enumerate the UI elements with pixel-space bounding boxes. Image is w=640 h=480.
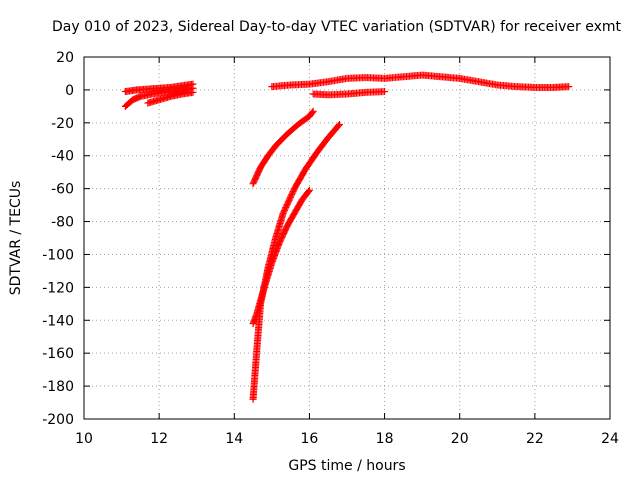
x-tick-label: 22: [526, 431, 544, 447]
y-tick-label: 0: [65, 83, 74, 99]
x-tick-label: 20: [451, 431, 469, 447]
y-tick-label: -200: [42, 412, 74, 428]
x-tick-label: 12: [150, 431, 168, 447]
y-tick-label: -60: [51, 182, 74, 198]
data-point: [309, 107, 317, 115]
series-arc-3: [144, 88, 197, 107]
series-arc-4: [249, 107, 317, 188]
x-tick-label: 14: [225, 431, 243, 447]
data-point: [565, 83, 573, 91]
y-tick-label: -120: [42, 280, 74, 296]
x-tick-label: 24: [601, 431, 619, 447]
y-tick-label: -160: [42, 346, 74, 362]
y-tick-label: -80: [51, 215, 74, 231]
data-point: [335, 120, 343, 128]
y-axis-label: SDTVAR / TECUs: [8, 181, 24, 296]
y-tick-label: -180: [42, 379, 74, 395]
grid-lines: [84, 57, 610, 419]
series-arc-8: [309, 88, 389, 99]
data-point: [305, 186, 313, 194]
x-tick-label: 18: [376, 431, 394, 447]
data-point: [308, 109, 316, 117]
y-tick-label: -40: [51, 149, 74, 165]
data-point: [381, 88, 389, 96]
chart-title: Day 010 of 2023, Sidereal Day-to-day VTE…: [52, 19, 622, 35]
plot-frame: [83, 56, 611, 420]
axis-ticks: 10 12 14 16 18 20 22 24 20 0 -20 -40 -60 -80 -100 -120 -…: [42, 50, 619, 447]
y-tick-label: 20: [56, 50, 74, 66]
series-arc-6: [249, 186, 313, 328]
data-point: [334, 122, 342, 130]
data-points: [121, 71, 573, 403]
y-tick-label: -20: [51, 116, 74, 132]
x-tick-label: 16: [301, 431, 319, 447]
series-arc-7: [268, 71, 573, 91]
y-tick-label: -140: [42, 313, 74, 329]
x-axis-label: GPS time / hours: [288, 458, 405, 474]
y-tick-label: -100: [42, 247, 74, 263]
data-point: [304, 188, 312, 196]
data-point: [189, 88, 197, 96]
series-arc-1: [121, 80, 197, 96]
x-tick-label: 10: [75, 431, 93, 447]
